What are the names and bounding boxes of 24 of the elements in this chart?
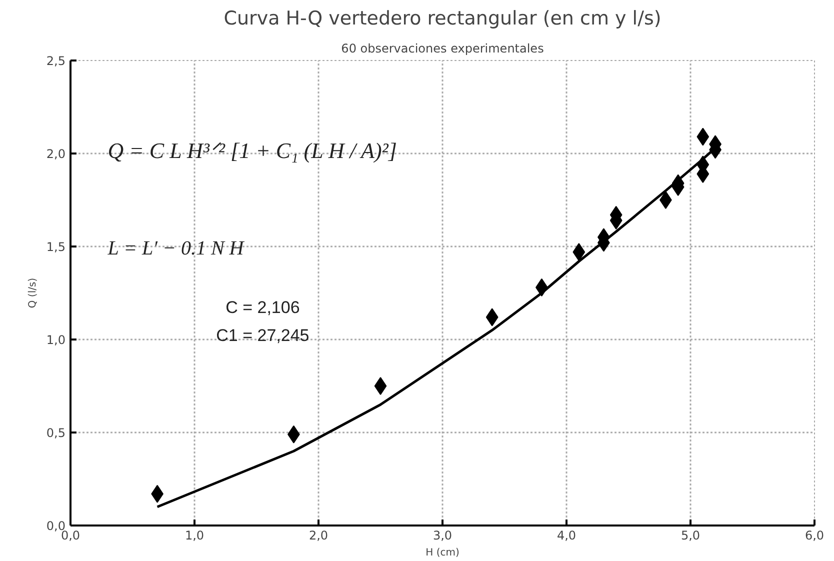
point xyxy=(374,377,387,395)
chart-title: Curva H-Q vertedero rectangular (en cm y l/s) xyxy=(224,8,662,30)
annotation: Q = C L H³ᐟ² [1 + C₁ (L H / A)²] xyxy=(108,138,397,163)
point xyxy=(486,308,498,326)
x-tick-label: 6,0 xyxy=(804,528,824,542)
y-tick-label: 0,5 xyxy=(46,426,66,440)
annotation: C = 2,106 xyxy=(226,298,300,318)
y-axis-title: Q (l/s) xyxy=(27,278,38,308)
point xyxy=(696,128,710,146)
chart-subtitle: 60 observaciones experimentales xyxy=(341,42,544,56)
y-tick-label: 2,0 xyxy=(46,147,66,161)
point xyxy=(572,243,586,262)
x-tick-label: 2,0 xyxy=(308,528,328,542)
y-tick-label: 1,5 xyxy=(46,240,66,254)
x-tick-label: 1,0 xyxy=(184,528,204,542)
x-axis-title: H (cm) xyxy=(426,548,460,558)
x-tick-label: 0,0 xyxy=(60,528,80,542)
y-tick-label: 2,5 xyxy=(46,54,66,68)
x-tick-label: 4,0 xyxy=(556,528,576,542)
x-tick-label: 3,0 xyxy=(432,528,452,542)
y-tick-label: 1,0 xyxy=(46,333,66,347)
annotation: L = L′ − 0.1 N H xyxy=(106,238,246,260)
x-tick-label: 5,0 xyxy=(680,528,700,542)
annotation: C1 = 27,245 xyxy=(216,326,310,346)
